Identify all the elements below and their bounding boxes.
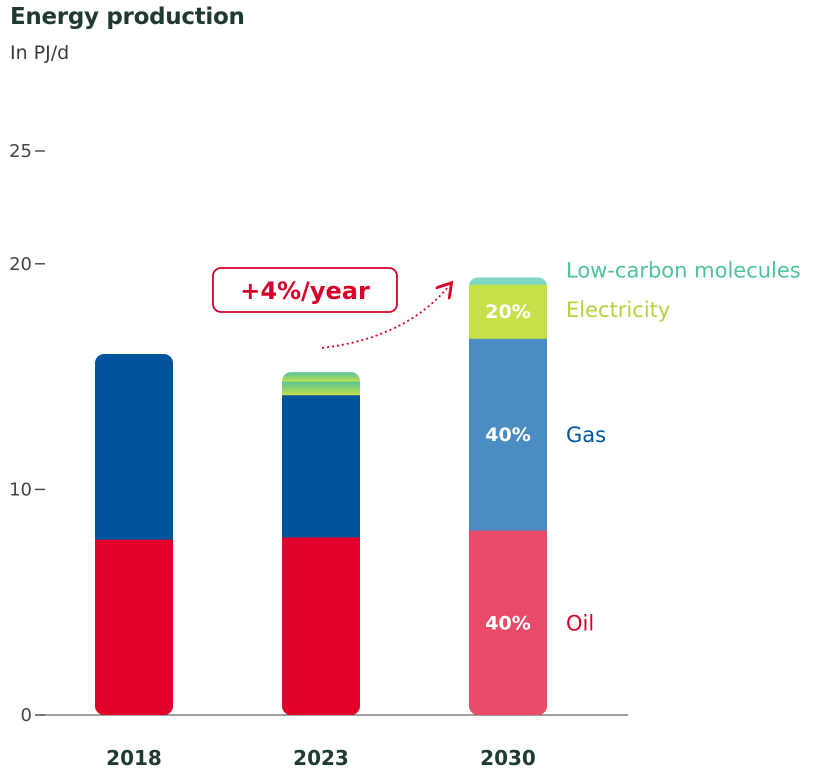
data-label: 40% — [485, 424, 530, 446]
bar-segment-gas — [95, 354, 173, 540]
y-tick-label: 20 — [9, 254, 32, 275]
bar-segment-oil — [95, 539, 173, 715]
x-category-label: 2030 — [480, 746, 536, 770]
bar-2030 — [469, 277, 547, 715]
bar-2023 — [282, 372, 360, 715]
data-label: 40% — [485, 613, 530, 635]
data-label: 20% — [485, 301, 530, 323]
x-category-label: 2023 — [293, 746, 349, 770]
y-tick-label: 0 — [21, 705, 32, 726]
annotation-label: +4%/year — [240, 277, 370, 305]
series-label: Oil — [566, 612, 594, 636]
bar-segment-low-carbon-molecules — [469, 277, 547, 285]
y-tick-label: 10 — [9, 479, 32, 500]
growth-annotation: +4%/year — [212, 267, 448, 349]
bar-segment-oil — [469, 530, 547, 715]
bar-segment-electricity — [282, 381, 360, 396]
bars-group — [95, 277, 547, 715]
bar-segment-gas — [282, 394, 360, 538]
bar-segment-oil — [282, 536, 360, 715]
bar-segment-electricity — [469, 284, 547, 339]
growth-arrow — [321, 287, 448, 349]
chart-subtitle: In PJ/d — [10, 42, 70, 64]
series-label: Electricity — [566, 298, 670, 322]
annotation-box — [212, 267, 398, 313]
chart-title: Energy production — [10, 4, 245, 30]
bar-segment-gas — [469, 338, 547, 531]
series-label: Gas — [566, 423, 606, 447]
bar-segment-low-carbon-molecules — [282, 372, 360, 382]
labels-group: 2018 2023 2030 40% 40% 20% Oil Gas Electricity Lo… — [106, 258, 801, 770]
series-label: Low-carbon molecules — [566, 258, 801, 282]
x-category-label: 2018 — [106, 746, 162, 770]
bar-2018 — [95, 354, 173, 715]
y-tick-label: 25 — [9, 141, 32, 162]
